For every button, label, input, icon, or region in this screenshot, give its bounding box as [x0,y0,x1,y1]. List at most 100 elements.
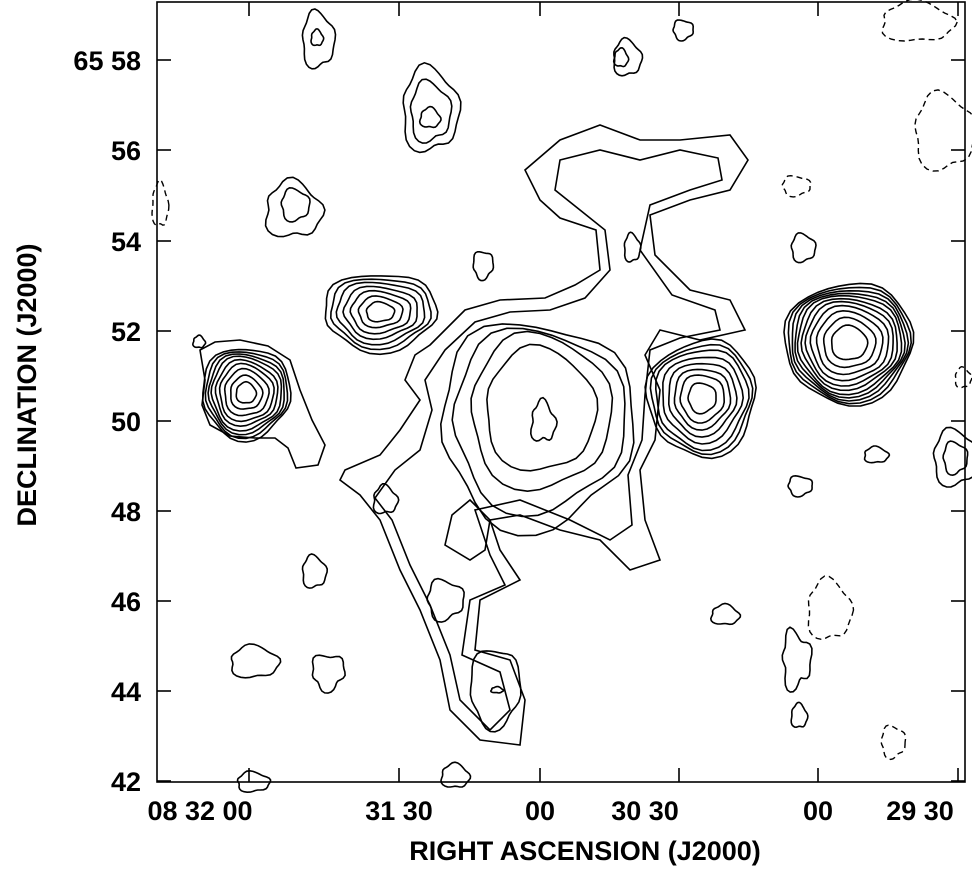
source-b-contour [324,275,439,356]
source-north-contour [402,61,462,154]
source-a-contour [235,380,258,404]
source-contour [311,654,346,694]
source-d-contour [783,282,915,407]
source-north-contour [672,19,695,42]
source-d-contour [815,309,884,376]
source-contour [790,701,809,729]
y-axis-title: DECLINATION (J2000) [12,243,42,526]
source-d-contour [809,304,890,382]
source-a-contour [204,351,289,440]
source-contour [932,426,972,488]
source-c-contour [649,343,754,456]
source-a-contour [223,367,270,417]
y-tick-label: 42 [111,767,141,797]
negative-contour [954,365,972,389]
source-north-contour [409,78,453,144]
y-tick-label: 44 [111,677,141,707]
source-b-contour [349,289,412,335]
source-d-contour [796,294,903,396]
source-north-contour [301,8,337,70]
source-a-plume-contour [199,339,326,469]
y-tick-labels: 65 58 56 54 52 50 48 46 44 42 [73,46,141,797]
source-north-contour [310,27,325,47]
source-d-contour [794,292,906,399]
negative-contour [881,0,958,42]
central-contour [486,343,599,472]
source-contour [787,474,814,498]
axis-ticks [157,2,965,782]
source-c-contour [673,368,732,431]
source-contour [781,626,813,693]
y-tick-label: 52 [111,317,141,347]
y-tick-label: 54 [111,227,141,257]
source-a-contour [229,374,264,410]
source-c-contour [679,374,726,424]
source-c-contour [662,356,745,445]
source-b-contour [342,285,418,341]
source-b-contour [329,278,432,351]
source-contour [440,761,472,788]
x-tick-label: 29 30 [886,796,954,826]
source-contour [236,769,272,794]
x-tick-label: 31 30 [365,796,433,826]
negative-contour [781,174,812,198]
source-c-contour [667,362,738,438]
x-tick-labels: 08 32 00 31 30 00 30 30 00 29 30 [147,796,953,826]
x-axis-title: RIGHT ASCENSION (J2000) [409,836,761,866]
source-contour [942,440,969,477]
source-d-contour [800,297,898,392]
negative-contour [880,724,907,761]
source-d-contour [822,316,877,369]
central-contour [470,330,614,493]
negative-contour [151,178,170,226]
source-a-contour [214,358,279,428]
clump-contour [426,577,465,623]
x-tick-label: 00 [525,796,555,826]
plot-frame [156,1,966,783]
source-c-contour [687,382,717,415]
source-d-contour [787,286,913,405]
contour-lines [151,0,972,794]
y-tick-label: 48 [111,497,141,527]
source-b-contour [365,300,396,323]
envelope-outer-contour [338,124,749,746]
core-contour [529,396,558,442]
source-contour [191,334,207,349]
negative-contour [914,89,972,172]
source-contour [230,643,282,679]
clump-contour [444,498,491,561]
source-contour [301,553,329,589]
source-c-contour [654,349,750,452]
source-contour [280,186,311,223]
source-north-contour [418,105,442,129]
source-contour [264,176,326,238]
y-tick-label: 56 [111,136,141,166]
central-contour [439,323,635,537]
source-contour [472,251,495,282]
central-contour [451,327,626,518]
source-contour [790,232,817,264]
x-tick-label: 08 32 00 [147,796,252,826]
clump-contour [469,650,522,733]
source-north-contour [612,46,630,68]
y-tick-label: 50 [111,407,141,437]
source-d-contour [830,324,869,361]
source-c-contour [644,338,757,460]
source-contour [709,602,742,626]
source-b-contour [335,281,426,346]
clump-contour [489,685,505,694]
x-tick-label: 30 30 [611,796,679,826]
negative-contour [807,575,855,641]
source-contour [863,445,891,464]
x-tick-label: 00 [803,796,833,826]
source-b-contour [357,295,404,329]
y-tick-label: 46 [111,587,141,617]
clump-contour [372,483,400,515]
source-a-contour [210,355,283,432]
source-d-contour [804,300,894,387]
source-contour [623,231,642,263]
source-a-contour [207,353,285,436]
source-a-contour [218,362,275,423]
y-tick-label: 65 58 [73,46,141,76]
